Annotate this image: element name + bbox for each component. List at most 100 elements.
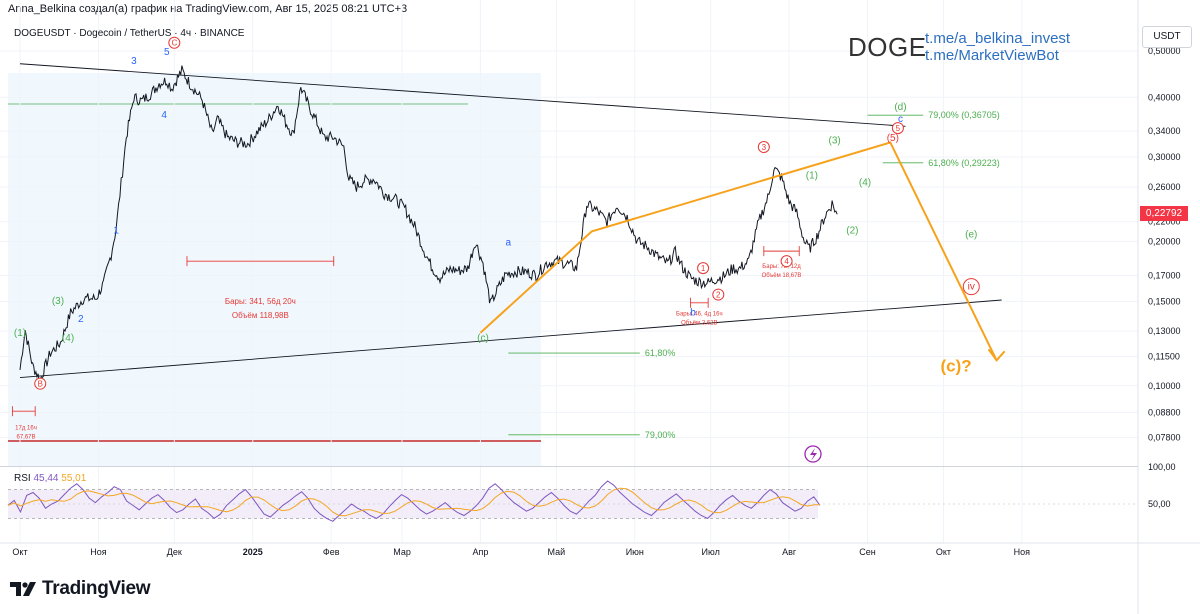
symbol-title[interactable]: DOGEUSDT · Dogecoin / TetherUS · 4ч · BI… [14, 28, 245, 39]
rsi-name: RSI [14, 473, 31, 484]
wave-path-line [479, 141, 998, 361]
wave-label: (4) [62, 333, 74, 344]
circled-wave-marker [168, 36, 181, 49]
price-tick-label: 0,07800 [1148, 432, 1181, 442]
price-tick-label: 0,20000 [1148, 237, 1181, 247]
price-tick-label: 0,08800 [1148, 407, 1181, 417]
currency-button[interactable]: USDT [1142, 26, 1192, 48]
circled-wave-label: 3 [762, 143, 767, 152]
wave-label: (1) [14, 328, 26, 339]
circled-wave-marker [891, 122, 904, 135]
wave-arrowhead [987, 348, 1006, 362]
wave-label: (1) [806, 170, 818, 181]
rsi-line [7, 480, 821, 522]
wave-label: (3) [52, 296, 64, 307]
measure-bars-label: Бары: 72, 12д [762, 264, 801, 270]
circled-wave-label: B [38, 380, 43, 389]
wave-label: b [690, 308, 696, 319]
time-tick-label: Фев [323, 547, 340, 557]
measure-volume-label: Объём 3,62B [681, 321, 717, 327]
last-price-badge: 0,22792 [1140, 206, 1188, 222]
circled-wave-label: 2 [716, 291, 721, 300]
price-series-line [19, 65, 838, 382]
price-tick-label: 0,22000 [1148, 217, 1181, 227]
circled-wave-label: C [171, 39, 177, 48]
lightning-icon[interactable] [804, 445, 822, 463]
wave-label: (3) [829, 136, 841, 147]
price-tick-label: 0,13000 [1148, 326, 1181, 336]
time-axis[interactable]: Окт Ноя Дек 2025 Фев Мар Апр Май Июн Июл Авг Сен Окт… [12, 547, 1030, 557]
rsi-legend[interactable]: RSI 45,44 55,01 [14, 473, 86, 484]
wave-label: 5 [164, 47, 170, 58]
circled-wave-label: 4 [784, 257, 789, 266]
wave-labels: (1)(3)(4)(2)12345(c)ab(3)(1)(2)(4)(5)(d)… [14, 47, 978, 389]
circled-wave-marker [712, 288, 725, 301]
grid [0, 0, 1138, 543]
wave-label: 3 [131, 56, 137, 67]
price-tick-label: 0,50000 [1148, 46, 1181, 56]
measure-volume-label: Объём 18,67B [762, 273, 802, 279]
attribution-header: Anna_Belkina создал(а) график на Trading… [8, 3, 408, 15]
rsi-ma-line [7, 487, 821, 517]
wave-label: (4) [859, 177, 871, 188]
rsi-ma-value: 55,01 [61, 473, 87, 484]
time-tick-label: Окт [936, 547, 951, 557]
trendline [19, 63, 906, 127]
circled-wave-label: 1 [701, 264, 706, 273]
circled-wave-marker [962, 278, 980, 296]
doge-watermark: DOGE [848, 32, 927, 62]
rsi-tick-label: 50,00 [1148, 499, 1171, 509]
trendline [19, 299, 1002, 379]
wave-label: c [898, 114, 903, 125]
time-tick-label: Июн [626, 547, 644, 557]
rsi-tick-label: 100,00 [1148, 462, 1176, 472]
wave-label: (c)? [941, 357, 972, 376]
wave-label: (2) [846, 225, 858, 236]
wave-label: (e) [965, 229, 977, 240]
rsi-value: 45,44 [33, 473, 59, 484]
time-tick-label: Дек [167, 547, 182, 557]
tradingview-logo[interactable]: TradingView [10, 578, 151, 600]
fib-level-label: 79,00% (0,36705) [928, 110, 1000, 120]
wave-label: (c) [477, 333, 489, 344]
time-tick-label: Апр [473, 547, 489, 557]
wave-label: (5) [887, 133, 899, 144]
time-tick-label: Мар [393, 547, 411, 557]
telegram-link-2[interactable]: t.me/MarketViewBot [925, 47, 1059, 64]
wave-label: (d) [894, 102, 906, 113]
circled-wave-marker [697, 262, 710, 275]
time-tick-label: Сен [859, 547, 876, 557]
price-tick-label: 0,34000 [1148, 126, 1181, 136]
fib-level-label: 79,00% [645, 430, 676, 440]
wave-label: a [506, 238, 512, 249]
measure-volume-label: 67,67B [16, 435, 35, 441]
measurement-tools: Бары: 341, 56д 20ч Объём 118,98B Бары: 72,… [11, 246, 802, 441]
fib-levels: 79,00% (0,36705) 61,80% (0,29223) 61,80% 79… [508, 110, 1000, 440]
price-axis[interactable]: 0,50000 0,40000 0,34000 0,30000 0,26000 0,220… [1148, 46, 1181, 443]
circled-wave-label: 5 [896, 124, 901, 133]
price-tick-label: 0,10000 [1148, 381, 1181, 391]
wave-label: 2 [78, 314, 84, 325]
measure-volume-label: Объём 118,98B [232, 311, 289, 320]
tradingview-logo-text: TradingView [42, 578, 151, 599]
fib-level-label: 61,80% (0,29223) [928, 158, 1000, 168]
wave-projection [479, 141, 1006, 362]
price-tick-label: 0,17000 [1148, 270, 1181, 280]
circled-wave-labels: 1 2 3 4 5 Biv C [34, 36, 980, 390]
circled-wave-marker [34, 377, 47, 390]
fib-level-label: 61,80% [645, 348, 676, 358]
price-tick-label: 0,11500 [1148, 352, 1180, 362]
price-tick-label: 0,15000 [1148, 296, 1181, 306]
time-tick-label: Ноя [1014, 547, 1031, 557]
trendlines [19, 63, 1002, 379]
price-tick-label: 0,40000 [1148, 92, 1181, 102]
price-tick-label: 0,30000 [1148, 152, 1181, 162]
telegram-link-1[interactable]: t.me/a_belkina_invest [925, 30, 1071, 47]
price-tick-label: 0,26000 [1148, 182, 1181, 192]
time-tick-label: Ноя [90, 547, 107, 557]
wave-label: 4 [161, 110, 167, 121]
circled-wave-marker [780, 255, 793, 268]
time-tick-label: Окт [12, 547, 27, 557]
time-tick-label: Авг [782, 547, 797, 557]
